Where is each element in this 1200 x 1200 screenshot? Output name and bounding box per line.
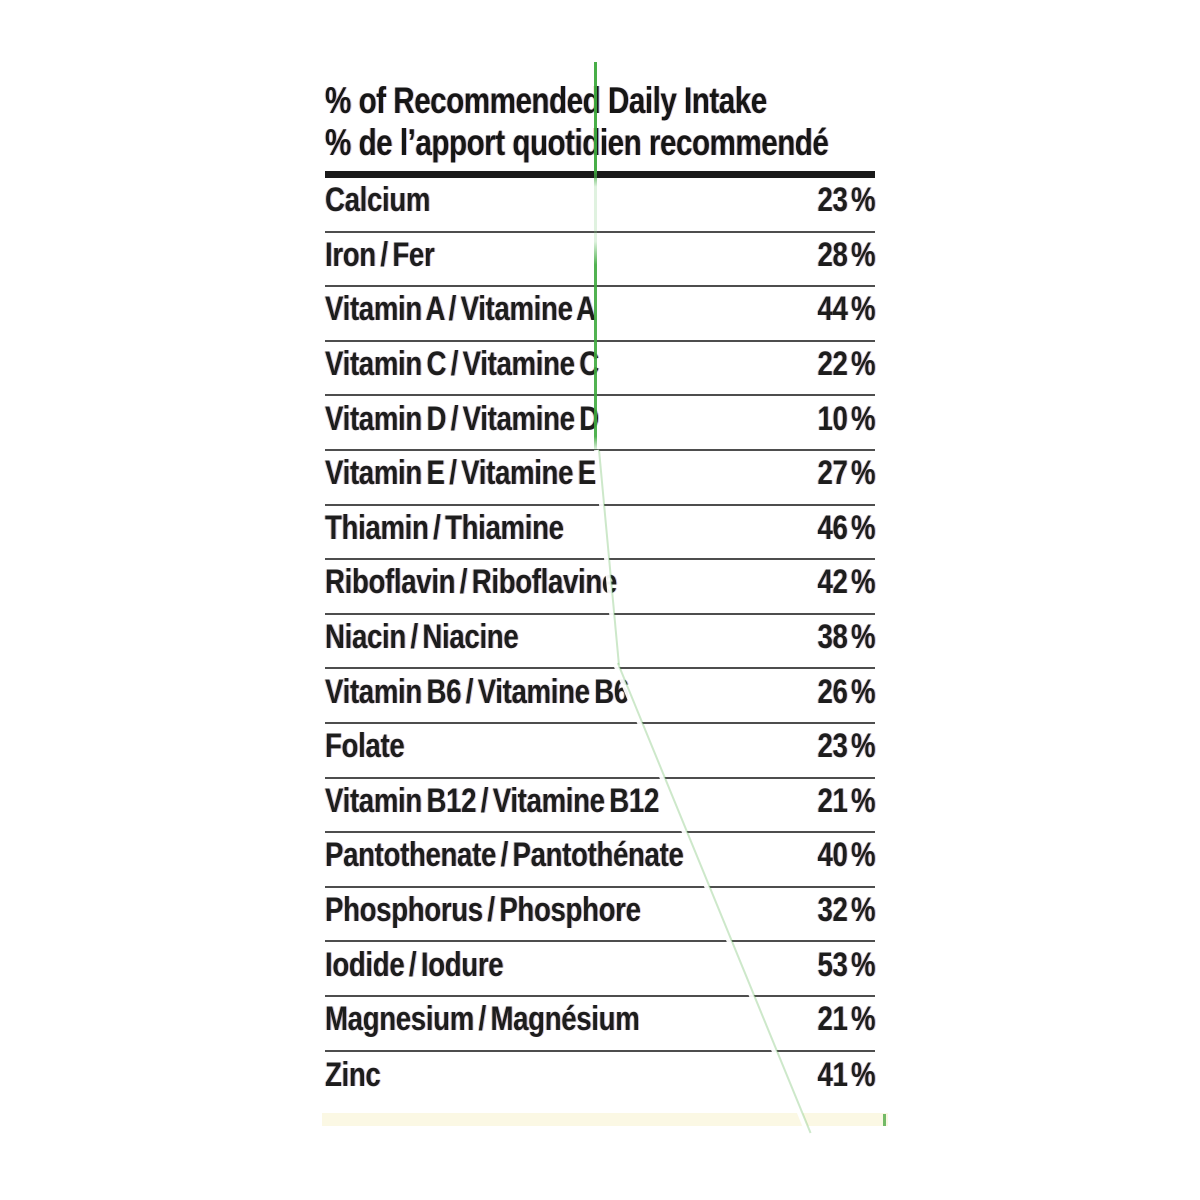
nutrient-label: Niacin / Niacine <box>325 618 519 657</box>
nutrient-label: Folate <box>325 727 405 766</box>
nutrient-percent-value: 53 % <box>817 945 875 984</box>
nutrient-label: Vitamin E / Vitamine E <box>325 454 596 493</box>
table-row: Vitamin E / Vitamine E 27 % <box>325 451 875 506</box>
nutrient-percent-value: 46 % <box>817 508 875 547</box>
nutrient-label: Magnesium / Magnésium <box>325 1000 640 1039</box>
table-row: Thiamin / Thiamine 46 % <box>325 506 875 561</box>
nutrient-label: Iron / Fer <box>325 235 435 274</box>
nutrient-label: Vitamin B12 / Vitamine B12 <box>325 781 659 820</box>
nutrient-label: Iodide / Iodure <box>325 945 504 984</box>
scan-artifact-green-line <box>594 62 597 452</box>
nutrient-percent-value: 42 % <box>817 563 875 602</box>
nutrient-label: Calcium <box>325 181 431 220</box>
nutrient-percent-value: 26 % <box>817 672 875 711</box>
nutrient-percent-value: 21 % <box>817 781 875 820</box>
table-row: Vitamin B6 / Vitamine B6 26 % <box>325 669 875 724</box>
table-title-english: % of Recommended Daily Intake <box>325 80 767 121</box>
table-row: Vitamin D / Vitamine D 10 % <box>325 396 875 451</box>
table-row: Folate 23 % <box>325 724 875 779</box>
table-row: Vitamin B12 / Vitamine B12 21 % <box>325 779 875 834</box>
table-row: Iodide / Iodure 53 % <box>325 942 875 997</box>
nutrient-percent-value: 32 % <box>817 891 875 930</box>
nutrient-label: Thiamin / Thiamine <box>325 508 564 547</box>
nutrient-label: Vitamin A / Vitamine A <box>325 290 596 329</box>
nutrient-percent-value: 10 % <box>817 399 875 438</box>
scan-artifact-yellow-band <box>322 1113 888 1126</box>
scan-artifact-green-tick <box>883 1114 886 1126</box>
table-row: Vitamin A / Vitamine A 44 % <box>325 287 875 342</box>
nutrient-percent-value: 41 % <box>817 1055 875 1094</box>
nutrient-label: Zinc <box>325 1055 381 1094</box>
table-row: Calcium 23 % <box>325 178 875 233</box>
nutrient-label: Pantothenate / Pantothénate <box>325 836 684 875</box>
table-body: Calcium 23 % Iron / Fer 28 % Vitamin A /… <box>325 178 875 1106</box>
nutrient-percent-value: 38 % <box>817 618 875 657</box>
table-row: Vitamin C / Vitamine C 22 % <box>325 342 875 397</box>
table-title-french: % de l’apport quotidien recommendé <box>325 122 829 163</box>
table-header: % of Recommended Daily Intake % de l’app… <box>325 80 875 178</box>
table-row: Magnesium / Magnésium 21 % <box>325 997 875 1052</box>
table-row: Riboflavin / Riboflavine 42 % <box>325 560 875 615</box>
nutrient-percent-value: 23 % <box>817 727 875 766</box>
nutrient-label: Vitamin D / Vitamine D <box>325 399 599 438</box>
nutrient-percent-value: 40 % <box>817 836 875 875</box>
nutrient-label: Vitamin C / Vitamine C <box>325 345 599 384</box>
nutrient-percent-value: 22 % <box>817 345 875 384</box>
table-row: Phosphorus / Phosphore 32 % <box>325 888 875 943</box>
nutrient-percent-value: 44 % <box>817 290 875 329</box>
table-row: Zinc 41 % <box>325 1052 875 1107</box>
nutrient-percent-value: 28 % <box>817 235 875 274</box>
table-row: Pantothenate / Pantothénate 40 % <box>325 833 875 888</box>
nutrient-percent-value: 23 % <box>817 181 875 220</box>
nutrient-label: Riboflavin / Riboflavine <box>325 563 617 602</box>
table-row: Niacin / Niacine 38 % <box>325 615 875 670</box>
daily-intake-table: % of Recommended Daily Intake % de l’app… <box>325 80 875 1106</box>
nutrient-label: Phosphorus / Phosphore <box>325 891 641 930</box>
nutrient-percent-value: 21 % <box>817 1000 875 1039</box>
nutrient-label: Vitamin B6 / Vitamine B6 <box>325 672 629 711</box>
nutrient-percent-value: 27 % <box>817 454 875 493</box>
table-row: Iron / Fer 28 % <box>325 233 875 288</box>
